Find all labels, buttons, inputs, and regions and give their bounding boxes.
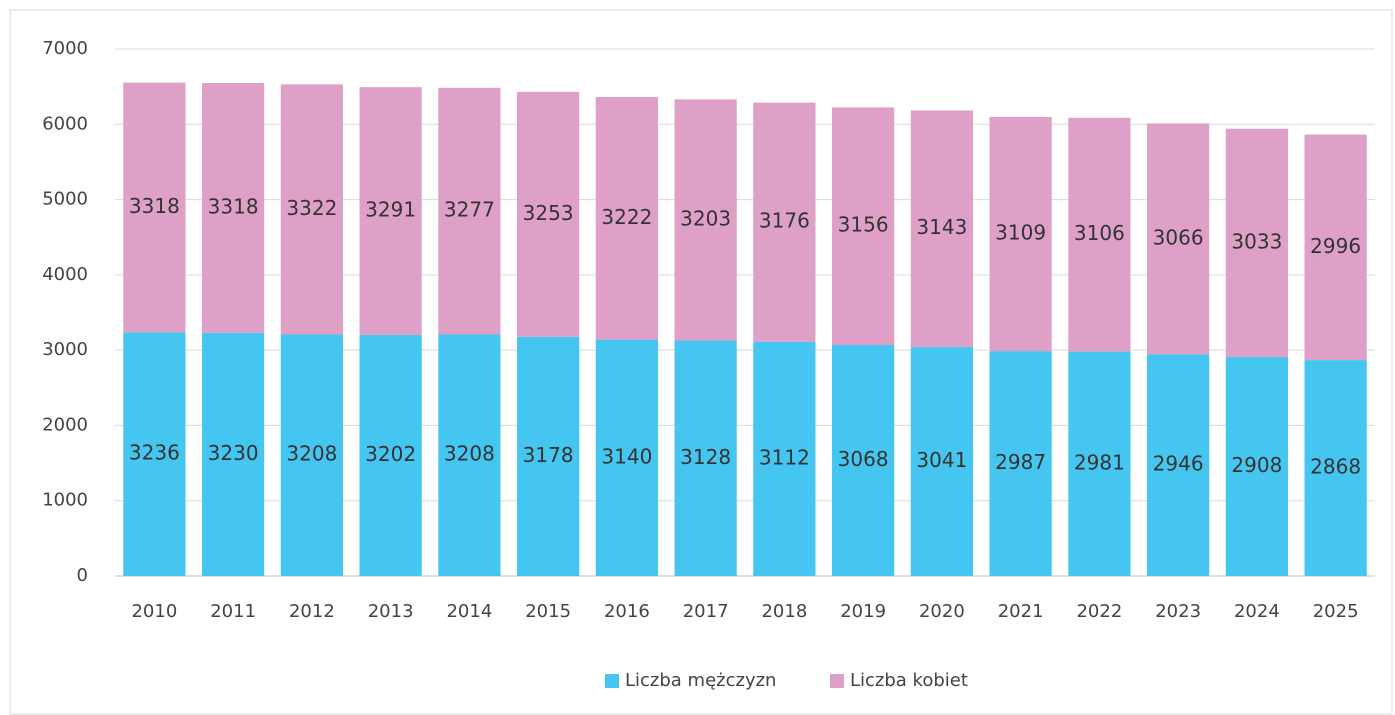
data-label: 3277 [444, 198, 495, 222]
data-label: 3140 [601, 444, 652, 468]
data-label: 3178 [523, 443, 574, 467]
bar [1304, 360, 1367, 576]
data-label: 2987 [995, 450, 1046, 474]
data-label: 3208 [444, 442, 495, 466]
bar [1068, 117, 1131, 352]
data-label: 2946 [1153, 452, 1204, 476]
legend-label: Liczba mężczyzn [625, 670, 776, 691]
bar [595, 339, 658, 576]
x-tick-label: 2017 [683, 601, 729, 622]
y-tick-label: 5000 [42, 189, 88, 210]
bar [832, 107, 895, 346]
x-tick-label: 2016 [604, 601, 650, 622]
legend-swatch [605, 674, 619, 688]
data-label: 3208 [286, 442, 337, 466]
y-tick-label: 7000 [42, 38, 88, 59]
data-label: 3291 [365, 198, 416, 222]
data-label: 3176 [759, 209, 810, 233]
bar [517, 336, 580, 576]
bar [1147, 123, 1210, 355]
bar [517, 91, 580, 337]
x-tick-label: 2015 [525, 601, 571, 622]
x-tick-label: 2020 [919, 601, 965, 622]
bar [674, 99, 737, 341]
bar [753, 341, 816, 576]
data-label: 3143 [916, 215, 967, 239]
bar [123, 332, 186, 576]
bar [910, 347, 973, 576]
data-label: 3066 [1153, 225, 1204, 249]
bar [359, 87, 422, 335]
data-label: 3230 [208, 441, 259, 465]
x-tick-label: 2013 [368, 601, 414, 622]
x-tick-label: 2012 [289, 601, 335, 622]
bar [595, 97, 658, 340]
data-label: 3156 [838, 213, 889, 237]
bar [359, 334, 422, 576]
x-tick-label: 2019 [840, 601, 886, 622]
data-label: 3203 [680, 206, 731, 230]
bar [280, 84, 343, 335]
y-tick-label: 0 [77, 565, 88, 586]
x-tick-label: 2023 [1155, 601, 1201, 622]
x-tick-label: 2010 [131, 601, 177, 622]
bar [202, 83, 265, 333]
bar [1304, 134, 1367, 361]
y-tick-label: 4000 [42, 264, 88, 285]
x-tick-label: 2014 [446, 601, 492, 622]
data-label: 3128 [680, 445, 731, 469]
data-label: 3202 [365, 442, 416, 466]
bar [123, 82, 186, 333]
data-label: 3106 [1074, 221, 1125, 245]
bar [1225, 128, 1288, 358]
bar [202, 332, 265, 576]
data-label: 3041 [916, 448, 967, 472]
data-label: 2996 [1310, 234, 1361, 258]
data-label: 3068 [838, 447, 889, 471]
data-label: 2981 [1074, 450, 1125, 474]
data-label: 3033 [1231, 229, 1282, 253]
y-tick-label: 3000 [42, 339, 88, 360]
legend-swatch [830, 674, 844, 688]
data-label: 3222 [601, 205, 652, 229]
x-tick-label: 2021 [998, 601, 1044, 622]
data-label: 3236 [129, 441, 180, 465]
x-tick-label: 2024 [1234, 601, 1280, 622]
y-tick-label: 6000 [42, 113, 88, 134]
bar [1068, 351, 1131, 576]
bar [832, 345, 895, 576]
y-tick-label: 2000 [42, 414, 88, 435]
bar [989, 117, 1052, 352]
data-label: 2868 [1310, 455, 1361, 479]
bar [280, 334, 343, 576]
x-tick-label: 2018 [761, 601, 807, 622]
bar [753, 102, 816, 342]
data-label: 3109 [995, 221, 1046, 245]
data-label: 2908 [1231, 453, 1282, 477]
bar [910, 110, 973, 348]
bar [438, 87, 501, 335]
x-tick-label: 2011 [210, 601, 256, 622]
legend-label: Liczba kobiet [850, 670, 968, 691]
data-label: 3322 [286, 196, 337, 220]
bar [1147, 354, 1210, 576]
data-label: 3318 [208, 194, 259, 218]
data-label: 3253 [523, 201, 574, 225]
data-label: 3112 [759, 445, 810, 469]
x-tick-label: 2025 [1313, 601, 1359, 622]
bar [674, 340, 737, 576]
data-label: 3318 [129, 194, 180, 218]
y-tick-label: 1000 [42, 490, 88, 511]
bar [1225, 357, 1288, 576]
x-tick-label: 2022 [1076, 601, 1122, 622]
bar [989, 351, 1052, 576]
bar [438, 334, 501, 576]
